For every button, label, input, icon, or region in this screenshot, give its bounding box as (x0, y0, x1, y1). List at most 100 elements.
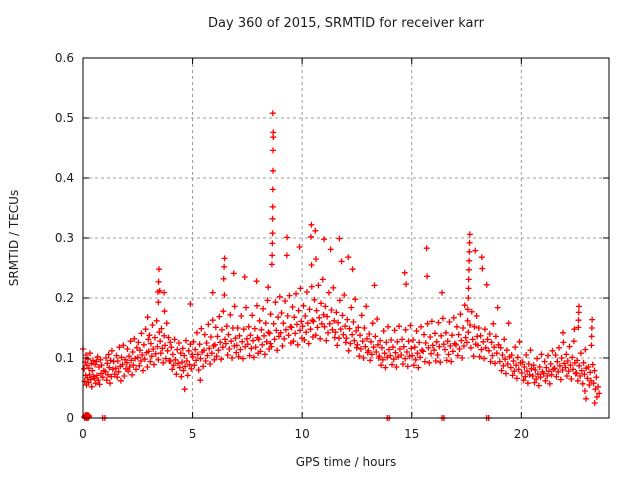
data-point-marker (389, 361, 396, 368)
data-point-marker (324, 313, 331, 320)
data-point-marker (250, 354, 257, 361)
data-point-marker (573, 370, 580, 376)
data-point-marker (86, 371, 93, 378)
data-point-marker (195, 367, 202, 373)
data-point-marker (526, 371, 533, 378)
data-point-marker (222, 340, 229, 347)
data-point-marker (88, 383, 95, 390)
data-point-marker (243, 335, 250, 342)
data-point-marker (410, 362, 417, 369)
data-point-marker (538, 351, 545, 358)
data-point-marker (466, 239, 473, 246)
data-point-marker (268, 261, 275, 268)
data-point-marker (456, 346, 463, 352)
data-point-marker (200, 347, 207, 354)
data-point-marker (270, 320, 277, 327)
data-point-marker (351, 337, 358, 344)
data-point-marker (169, 366, 176, 373)
data-point-marker (131, 335, 138, 342)
data-point-marker (402, 355, 409, 362)
data-point-marker (160, 359, 167, 366)
data-point-marker (213, 353, 220, 360)
data-point-marker (368, 351, 375, 358)
data-point-marker (410, 337, 417, 343)
data-point-marker (165, 334, 172, 341)
data-point-marker (478, 254, 485, 261)
data-point-marker (455, 331, 462, 338)
data-point-marker (336, 235, 343, 242)
data-point-marker (113, 352, 120, 359)
data-point-marker (431, 347, 438, 354)
data-point-marker (403, 349, 410, 355)
data-point-marker (595, 383, 602, 390)
data-point-marker (261, 332, 268, 339)
data-point-marker (432, 358, 439, 364)
data-point-marker (408, 345, 415, 352)
data-point-marker (171, 336, 178, 343)
data-point-marker (404, 363, 411, 370)
data-point-marker (381, 350, 388, 357)
data-point-marker (161, 308, 168, 315)
data-point-marker (269, 252, 276, 259)
data-point-marker (140, 367, 147, 374)
y-tick-label: 0.4 (55, 171, 74, 185)
data-point-marker (380, 328, 387, 334)
data-point-marker (448, 358, 455, 365)
data-point-marker (157, 338, 164, 345)
data-point-marker (173, 371, 180, 378)
data-point-marker (146, 332, 153, 339)
data-point-marker (340, 331, 347, 338)
data-point-marker (264, 297, 271, 304)
data-point-marker (316, 314, 323, 321)
data-point-marker (317, 335, 324, 342)
data-point-marker (353, 344, 360, 351)
data-point-marker (299, 323, 306, 330)
data-point-marker (248, 345, 255, 352)
data-point-marker (151, 361, 158, 368)
data-point-marker (537, 374, 544, 381)
data-point-marker (180, 367, 187, 374)
data-point-marker (341, 292, 348, 298)
data-point-marker (503, 347, 510, 354)
data-point-marker (445, 351, 452, 358)
data-point-marker (421, 358, 428, 365)
data-point-marker (226, 346, 233, 352)
data-point-marker (278, 310, 285, 316)
data-point-marker (562, 364, 569, 371)
data-point-marker (558, 355, 565, 361)
data-point-marker (502, 370, 509, 377)
data-point-marker (588, 325, 595, 331)
data-point-marker (303, 329, 310, 336)
data-point-marker (494, 304, 501, 311)
data-point-marker (129, 349, 136, 355)
data-point-marker (117, 377, 124, 384)
data-point-marker (434, 352, 441, 358)
data-point-marker (527, 347, 534, 354)
data-point-marker (167, 358, 174, 364)
data-point-marker (285, 332, 292, 339)
data-point-marker (294, 341, 301, 348)
data-point-marker (480, 338, 487, 345)
data-point-marker (327, 246, 334, 253)
data-point-marker (367, 338, 374, 345)
data-point-marker (175, 340, 182, 346)
data-point-marker (312, 256, 319, 262)
data-point-marker (510, 358, 517, 364)
data-point-marker (507, 364, 514, 371)
data-point-marker (270, 147, 277, 154)
data-point-marker (244, 341, 251, 348)
data-point-marker (396, 323, 403, 330)
data-point-marker (334, 342, 341, 349)
data-point-marker (335, 319, 342, 326)
data-point-marker (374, 341, 381, 348)
data-point-marker (421, 331, 428, 338)
data-point-marker (429, 342, 436, 349)
axes-and-ticks (82, 57, 610, 419)
data-point-marker (235, 353, 242, 360)
data-point-marker (389, 344, 396, 351)
data-point-marker (136, 347, 143, 354)
data-point-marker (447, 343, 454, 349)
data-point-marker (405, 338, 412, 345)
data-point-marker (296, 327, 303, 334)
